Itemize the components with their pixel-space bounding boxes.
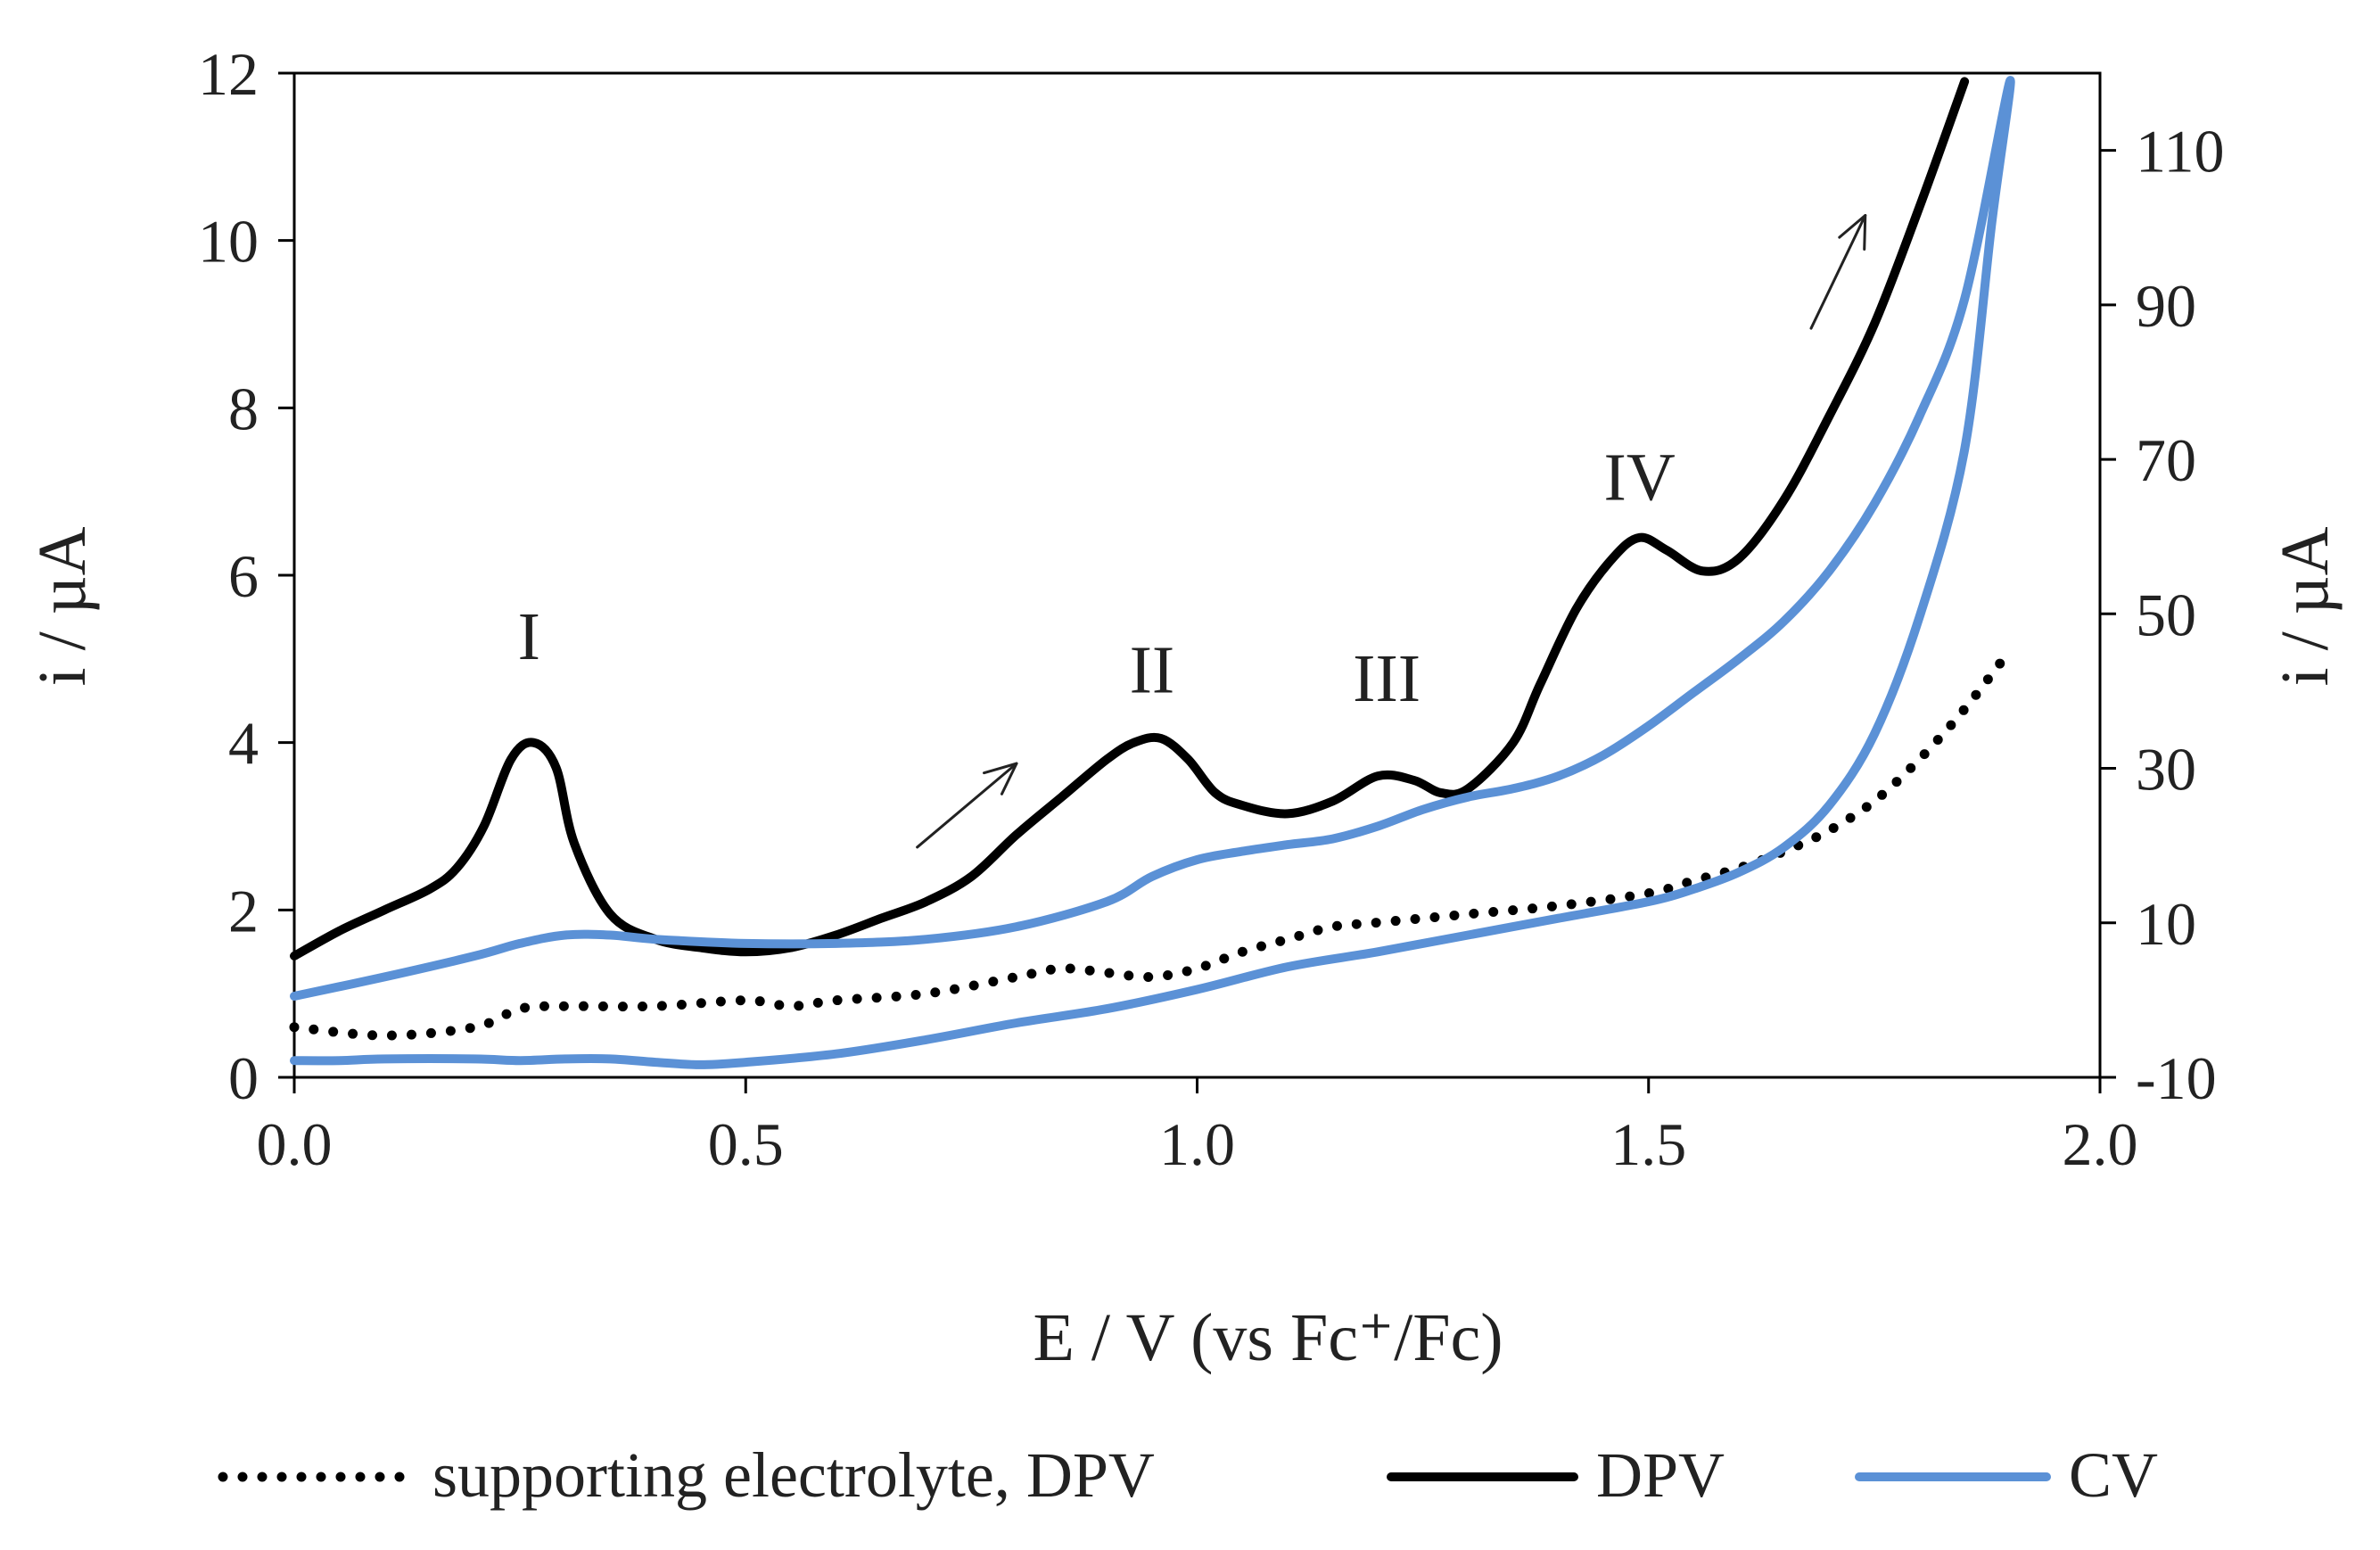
direction-arrow — [916, 762, 1018, 849]
y-left-tick-label: 4 — [228, 710, 259, 778]
y-left-tick-label: 8 — [228, 375, 259, 442]
axes: 0.0 0.5 1.0 1.5 2.0 0 2 4 6 8 10 12 -10 10 30 50 70 90 110 — [198, 40, 2224, 1178]
x-tick-label: 0.5 — [708, 1110, 784, 1178]
x-tick-label: 2.0 — [2063, 1110, 2138, 1178]
peak-label: I — [518, 599, 540, 674]
x-tick-label: 1.5 — [1610, 1110, 1686, 1178]
y-axis-right-label: i / µA — [2268, 526, 2343, 686]
y-left-tick-label: 10 — [198, 208, 259, 276]
legend-item: DPV — [1387, 1439, 1725, 1511]
y-axis-left-label: i / µA — [25, 526, 100, 686]
y-left-tick-label: 0 — [228, 1044, 259, 1112]
y-left-tick-label: 2 — [228, 877, 259, 944]
y-right-tick-label: 90 — [2136, 272, 2196, 340]
peak-label: II — [1130, 632, 1175, 707]
legend-item: supporting electrolyte, DPV — [218, 1439, 1155, 1511]
series-line-cv — [290, 76, 2015, 1069]
peak-label: III — [1353, 641, 1421, 716]
y-right-tick-label: 10 — [2136, 890, 2196, 958]
legend-item: CV — [1855, 1439, 2158, 1511]
direction-arrow — [1809, 214, 1867, 330]
x-axis-label: E / V (vs Fc⁺/Fc) — [1033, 1300, 1503, 1375]
legend-label: DPV — [1596, 1439, 1725, 1511]
series-line-supporting-electrolyte-dpv — [289, 646, 2015, 1041]
legend-label: supporting electrolyte, DPV — [432, 1439, 1155, 1511]
y-left-tick-label: 6 — [228, 542, 259, 610]
x-tick-label: 1.0 — [1159, 1110, 1235, 1178]
x-tick-label: 0.0 — [257, 1110, 333, 1178]
series-line-dpv — [290, 77, 1970, 961]
y-right-tick-label: 110 — [2136, 118, 2224, 186]
legend-label: CV — [2069, 1439, 2158, 1511]
y-right-tick-label: 70 — [2136, 426, 2196, 494]
legend: supporting electrolyte, DPV DPV CV — [218, 1439, 2158, 1511]
series-layer — [289, 76, 2015, 1069]
y-left-tick-label: 12 — [198, 40, 259, 108]
y-right-tick-label: -10 — [2136, 1044, 2217, 1112]
y-right-tick-label: 30 — [2136, 736, 2196, 804]
peak-label: IV — [1604, 441, 1676, 515]
y-right-tick-label: 50 — [2136, 581, 2196, 648]
